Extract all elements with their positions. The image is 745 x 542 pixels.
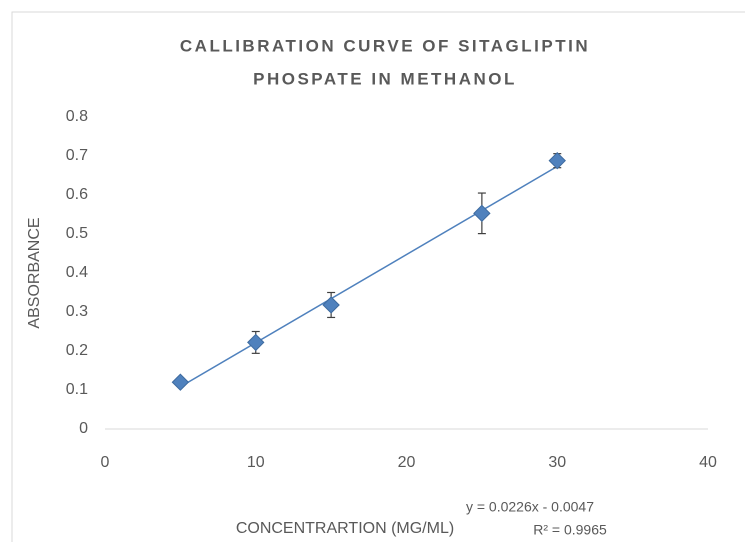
y-axis-label: ABSORBANCE xyxy=(26,217,43,328)
marker xyxy=(171,373,190,391)
marker xyxy=(322,296,340,314)
x-axis-label: CONCENTRARTION (MG/ML) xyxy=(236,520,454,537)
trendline-r2: R² = 0.9965 xyxy=(533,522,607,538)
marker xyxy=(247,333,265,352)
y-tick-label: 0 xyxy=(79,420,88,437)
y-tick-label: 0.7 xyxy=(66,147,88,164)
x-tick-label: 10 xyxy=(247,454,265,471)
trendline-equation: y = 0.0226x - 0.0047 xyxy=(466,499,594,515)
chart-title: PHOSPATE IN METHANOL xyxy=(253,69,517,88)
y-tick-label: 0.4 xyxy=(66,264,88,281)
y-tick-label: 0.2 xyxy=(66,342,88,359)
x-tick-label: 30 xyxy=(548,454,566,471)
x-tick-label: 20 xyxy=(398,454,416,471)
trendline xyxy=(179,165,558,388)
chart-title: CALLIBRATION CURVE OF SITAGLIPTIN xyxy=(180,36,590,55)
y-tick-label: 0.6 xyxy=(66,186,88,203)
y-tick-label: 0.1 xyxy=(66,381,88,398)
y-tick-label: 0.8 xyxy=(66,108,88,125)
marker xyxy=(548,151,566,170)
marker xyxy=(473,204,491,223)
y-tick-label: 0.3 xyxy=(66,303,88,320)
x-tick-label: 40 xyxy=(699,454,717,471)
chart-border xyxy=(11,11,745,542)
y-tick-label: 0.5 xyxy=(66,225,88,242)
x-tick-label: 0 xyxy=(101,454,110,471)
